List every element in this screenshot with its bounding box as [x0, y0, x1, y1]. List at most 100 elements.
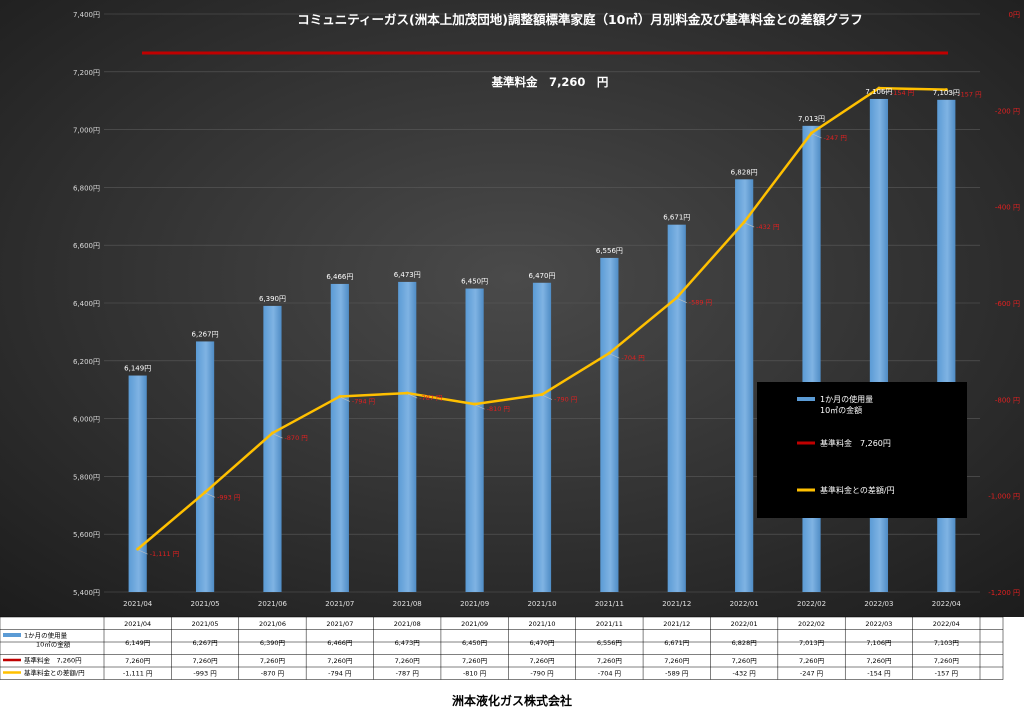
table-cell: -704 円 [598, 670, 621, 678]
table-cell: -1,111 円 [123, 670, 153, 678]
table-header-cell: 2022/04 [933, 620, 960, 628]
bar [128, 375, 147, 592]
difference-point [136, 547, 140, 551]
bar [263, 305, 282, 592]
table-row-label: 10㎥の金額 [36, 640, 71, 649]
difference-point [405, 391, 409, 395]
difference-value-label: -589 円 [689, 299, 712, 307]
legend-label-usage: 1か月の使用量 10㎥の金額 [820, 394, 873, 415]
table-cell: -589 円 [665, 670, 688, 678]
bar-value-label: 6,450円 [461, 278, 488, 286]
table-header-cell: 2021/12 [663, 620, 690, 628]
table-cell: 6,556円 [597, 639, 622, 647]
difference-leader [408, 393, 418, 399]
table-header-cell: 2021/11 [596, 620, 623, 628]
table-cell: 7,260円 [125, 657, 150, 665]
table-cell: 7,260円 [395, 657, 420, 665]
bar-value-label: 6,466円 [326, 273, 353, 281]
table-cell: -432 円 [732, 670, 755, 678]
y-left-tick-label: 6,200円 [73, 358, 100, 366]
difference-value-label: -794 円 [352, 397, 375, 405]
table-cell: 6,267円 [193, 639, 218, 647]
difference-point [203, 490, 207, 494]
y-left-tick-label: 6,000円 [73, 416, 100, 424]
difference-value-label: -704 円 [621, 354, 644, 362]
difference-point [742, 220, 746, 224]
bar-value-label: 7,103円 [933, 89, 960, 97]
y-left-tick-label: 5,400円 [73, 589, 100, 597]
difference-value-label: -157 円 [958, 91, 981, 99]
table-cell: -790 円 [530, 670, 553, 678]
difference-point [540, 393, 544, 397]
x-tick-label: 2022/03 [864, 600, 893, 608]
y-left-tick-label: 7,000円 [73, 127, 100, 135]
difference-point [473, 402, 477, 406]
x-tick-label: 2021/10 [527, 600, 556, 608]
y-left-tick-label: 6,600円 [73, 242, 100, 250]
difference-leader [947, 90, 957, 95]
difference-leader [340, 397, 350, 402]
bar-value-label: 6,828円 [731, 168, 758, 176]
table-cell: 7,013円 [799, 639, 824, 647]
bar-value-label: 6,671円 [663, 214, 690, 222]
x-tick-label: 2022/02 [797, 600, 826, 608]
table-swatch-usage [3, 633, 21, 637]
difference-value-label: -432 円 [756, 223, 779, 231]
table-cell: 6,473円 [395, 639, 420, 647]
difference-point [270, 431, 274, 435]
x-tick-label: 2021/08 [393, 600, 422, 608]
table-row-label: 基準料金 7,260円 [24, 656, 82, 665]
difference-leader [812, 133, 822, 139]
table-cell: -993 円 [193, 670, 216, 678]
table-cell: 7,260円 [462, 657, 487, 665]
x-tick-label: 2021/09 [460, 600, 489, 608]
table-cell: 6,470円 [529, 639, 554, 647]
table-cell: 7,103円 [934, 639, 959, 647]
x-tick-label: 2021/05 [191, 600, 220, 608]
legend: 1か月の使用量 10㎥の金額 基準料金 7,260円 基準料金との差額/円 [757, 382, 967, 518]
table-header-cell: 2022/01 [731, 620, 758, 628]
difference-leader [610, 353, 620, 359]
difference-leader [745, 222, 755, 228]
bar-value-label: 6,149円 [124, 365, 151, 373]
table-row-label: 基準料金との差額/円 [24, 668, 85, 677]
y-left-tick-label: 7,400円 [73, 11, 100, 19]
bar [667, 224, 686, 592]
legend-label-base: 基準料金 7,260円 [820, 438, 891, 448]
data-table: 2021/04 2021/05 2021/06 2021/07 2021/08 2021/… [0, 616, 1004, 680]
difference-point [877, 86, 881, 90]
x-tick-label: 2021/11 [595, 600, 624, 608]
table-cell: 6,466円 [327, 639, 352, 647]
bar [465, 288, 484, 592]
y-right-tick-label: 0円 [1009, 11, 1020, 19]
difference-point [607, 351, 611, 355]
bar [398, 281, 417, 592]
table-cell: 7,260円 [260, 657, 285, 665]
difference-point [675, 296, 679, 300]
y-right-tick-label: -800 円 [995, 396, 1020, 404]
difference-leader [205, 493, 216, 498]
difference-point [338, 394, 342, 398]
legend-label-diff: 基準料金との差額/円 [820, 485, 895, 495]
bar-value-label: 7,106円 [865, 88, 892, 96]
y-left-tick-label: 6,800円 [73, 184, 100, 192]
bar [532, 282, 552, 592]
table-cell: 7,260円 [327, 657, 352, 665]
bar [330, 283, 349, 592]
table-cell: 7,260円 [597, 657, 622, 665]
x-tick-label: 2021/12 [662, 600, 691, 608]
table-header-cell: 2021/07 [326, 620, 353, 628]
x-tick-label: 2021/06 [258, 600, 288, 608]
y-left-tick-label: 5,800円 [73, 473, 100, 481]
x-tick-label: 2022/04 [932, 600, 962, 608]
table-header-cell: 2022/03 [865, 620, 892, 628]
bar-value-label: 7,013円 [798, 115, 825, 123]
table-cell: 7,260円 [664, 657, 689, 665]
table-cell: 6,390円 [260, 639, 285, 647]
table-cell: 6,149円 [125, 639, 150, 647]
table-cell: 7,260円 [193, 657, 218, 665]
table-header-cell: 2021/05 [192, 620, 219, 628]
table-cell: 7,260円 [799, 657, 824, 665]
chart-title: コミュニティーガス(洲本上加茂団地)調整額標準家庭（10㎥）月別料金及び基準料金… [297, 12, 862, 27]
